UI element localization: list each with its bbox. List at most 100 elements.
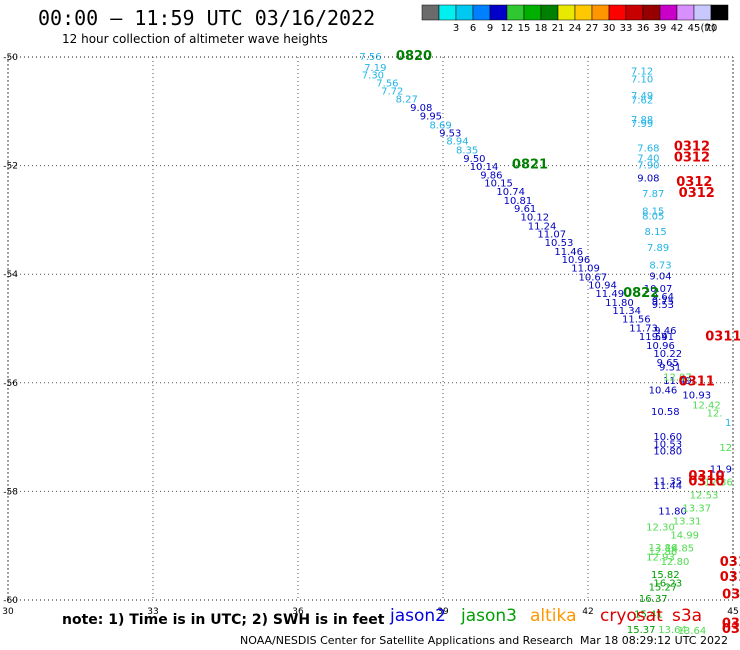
swh-value: 8.73	[649, 260, 671, 271]
satellite-altika-label: altika	[530, 606, 577, 626]
pass-time-label: 0311	[705, 330, 740, 345]
pass-time-label: 0822	[623, 286, 659, 301]
lon-tick-label: 45	[727, 607, 738, 617]
pass-time-label: 0821	[512, 158, 548, 173]
swh-value: 15.37	[627, 625, 656, 636]
swh-value: 9.08	[410, 103, 432, 114]
map-subtitle: 12 hour collection of altimeter wave hei…	[62, 32, 328, 46]
swh-value: 11.44	[653, 481, 682, 492]
lon-tick-label: 30	[2, 607, 14, 617]
swh-value: 7.72	[381, 87, 403, 98]
swh-value: 11.80	[605, 298, 634, 309]
swh-value: 8.27	[396, 94, 418, 105]
lat-tick-label: -56	[3, 379, 18, 389]
swh-value: 7.99	[631, 119, 653, 130]
swh-value: 7.40	[637, 153, 659, 164]
swh-value: 9.04	[649, 271, 671, 282]
lon-tick-label: 42	[582, 607, 593, 617]
swh-value: 12.93	[646, 553, 675, 564]
swh-value: 10.67	[579, 272, 608, 283]
swh-value: 16.37	[639, 594, 668, 605]
colorbar-tick-label: 21	[552, 23, 565, 34]
swh-value: 11.35	[653, 477, 682, 488]
pass-time-label: 0310	[720, 555, 740, 570]
swh-value: 12.36	[704, 478, 733, 489]
swh-value: 7.30	[362, 70, 384, 81]
swh-value: 9.53	[439, 128, 461, 139]
swh-value: 10.12	[521, 213, 550, 224]
swh-value: 1	[725, 418, 731, 429]
swh-value: 8.05	[642, 212, 664, 223]
swh-value: 7.62	[631, 95, 653, 106]
swh-value: 11.34	[612, 306, 641, 317]
pass-time-label: 0310	[720, 570, 740, 585]
swh-value: 7.87	[642, 189, 664, 200]
swh-value: 13.64	[678, 626, 707, 637]
colorbar-tick-label: 30	[603, 23, 616, 34]
pass-time-label: 0311	[679, 375, 715, 390]
swh-value: 7.88	[631, 115, 653, 126]
swh-value: 11.59	[639, 332, 668, 343]
colorbar-tick-label: 45	[688, 23, 701, 34]
swh-value: 9.53	[652, 300, 674, 311]
colorbar-swatch	[710, 4, 729, 21]
colorbar-tick-label: 18	[535, 23, 548, 34]
lon-tick-label: 39	[437, 607, 449, 617]
pass-time-label: 030	[722, 622, 740, 637]
pass-time-label: 0310	[688, 475, 724, 490]
lon-tick-label: 33	[147, 607, 158, 617]
swh-value: 15.41	[634, 610, 663, 621]
swh-value: 7.12	[631, 67, 653, 78]
satellite-jason3-label: jason3	[461, 606, 517, 626]
swh-value: 12.86	[649, 547, 678, 558]
colorbar-tick-label: 3	[453, 23, 459, 34]
pass-time-label: 0820	[396, 49, 432, 64]
swh-value: 10.07	[644, 284, 673, 295]
swh-value: 9.86	[480, 170, 502, 181]
swh-value: 13.37	[682, 504, 711, 515]
colorbar-tick-label: 42	[671, 23, 684, 34]
swh-value: 9.50	[463, 154, 485, 165]
swh-value: 10.22	[653, 349, 682, 360]
swh-value: 9.41	[652, 332, 674, 343]
colorbar-tick-label: 27	[586, 23, 599, 34]
colorbar-tick-label: 33	[620, 23, 633, 34]
swh-value: 10.94	[588, 281, 617, 292]
swh-value: 10.53	[545, 238, 574, 249]
map-frame	[7, 56, 734, 601]
color-legend: 3 6 9 12 15 18 21 24 27 30 33 36 39 42 45 70(ft)	[421, 4, 729, 34]
swh-value: 10.80	[653, 447, 682, 458]
pass-time-label: 0312	[679, 186, 715, 201]
swh-value: 8.35	[456, 145, 478, 156]
colorbar-tick-label: 15	[518, 23, 531, 34]
swh-value: 12.30	[646, 523, 675, 534]
swh-value: 10.74	[496, 187, 525, 198]
swh-value: 7.10	[631, 75, 653, 86]
swh-value: 13.64	[658, 625, 687, 636]
satellite-jason2-label: jason2	[390, 606, 446, 626]
swh-value: 11.09	[571, 264, 600, 275]
swh-value: 11.9	[710, 465, 732, 476]
swh-value: 15.27	[649, 582, 678, 593]
swh-value: 10.81	[504, 196, 533, 207]
colorbar-tick-label: 39	[654, 23, 667, 34]
swh-value: 10.96	[562, 255, 591, 266]
swh-value: 9.75	[652, 296, 674, 307]
swh-value: 8.15	[645, 227, 667, 238]
swh-value: 11.80	[658, 506, 687, 517]
swh-value: 10.96	[646, 341, 675, 352]
lat-tick-label: -52	[3, 162, 18, 172]
lon-tick-label: 36	[292, 607, 304, 617]
pass-time-label: 0312	[674, 150, 710, 165]
footer-timestamp: Mar 18 08:29:12 UTC 2022	[580, 634, 728, 647]
swh-value: 9.61	[514, 204, 536, 215]
swh-value: 7.90	[637, 161, 659, 172]
colorbar-unit-label: (ft)	[700, 23, 715, 34]
swh-value: 7.68	[637, 144, 659, 155]
swh-value: 10.15	[484, 178, 513, 189]
swh-value: 11.73	[629, 323, 658, 334]
swh-value: 10.14	[470, 162, 499, 173]
satellite-s3a-label: s3a	[672, 606, 703, 626]
swh-value: 16.23	[653, 579, 682, 590]
